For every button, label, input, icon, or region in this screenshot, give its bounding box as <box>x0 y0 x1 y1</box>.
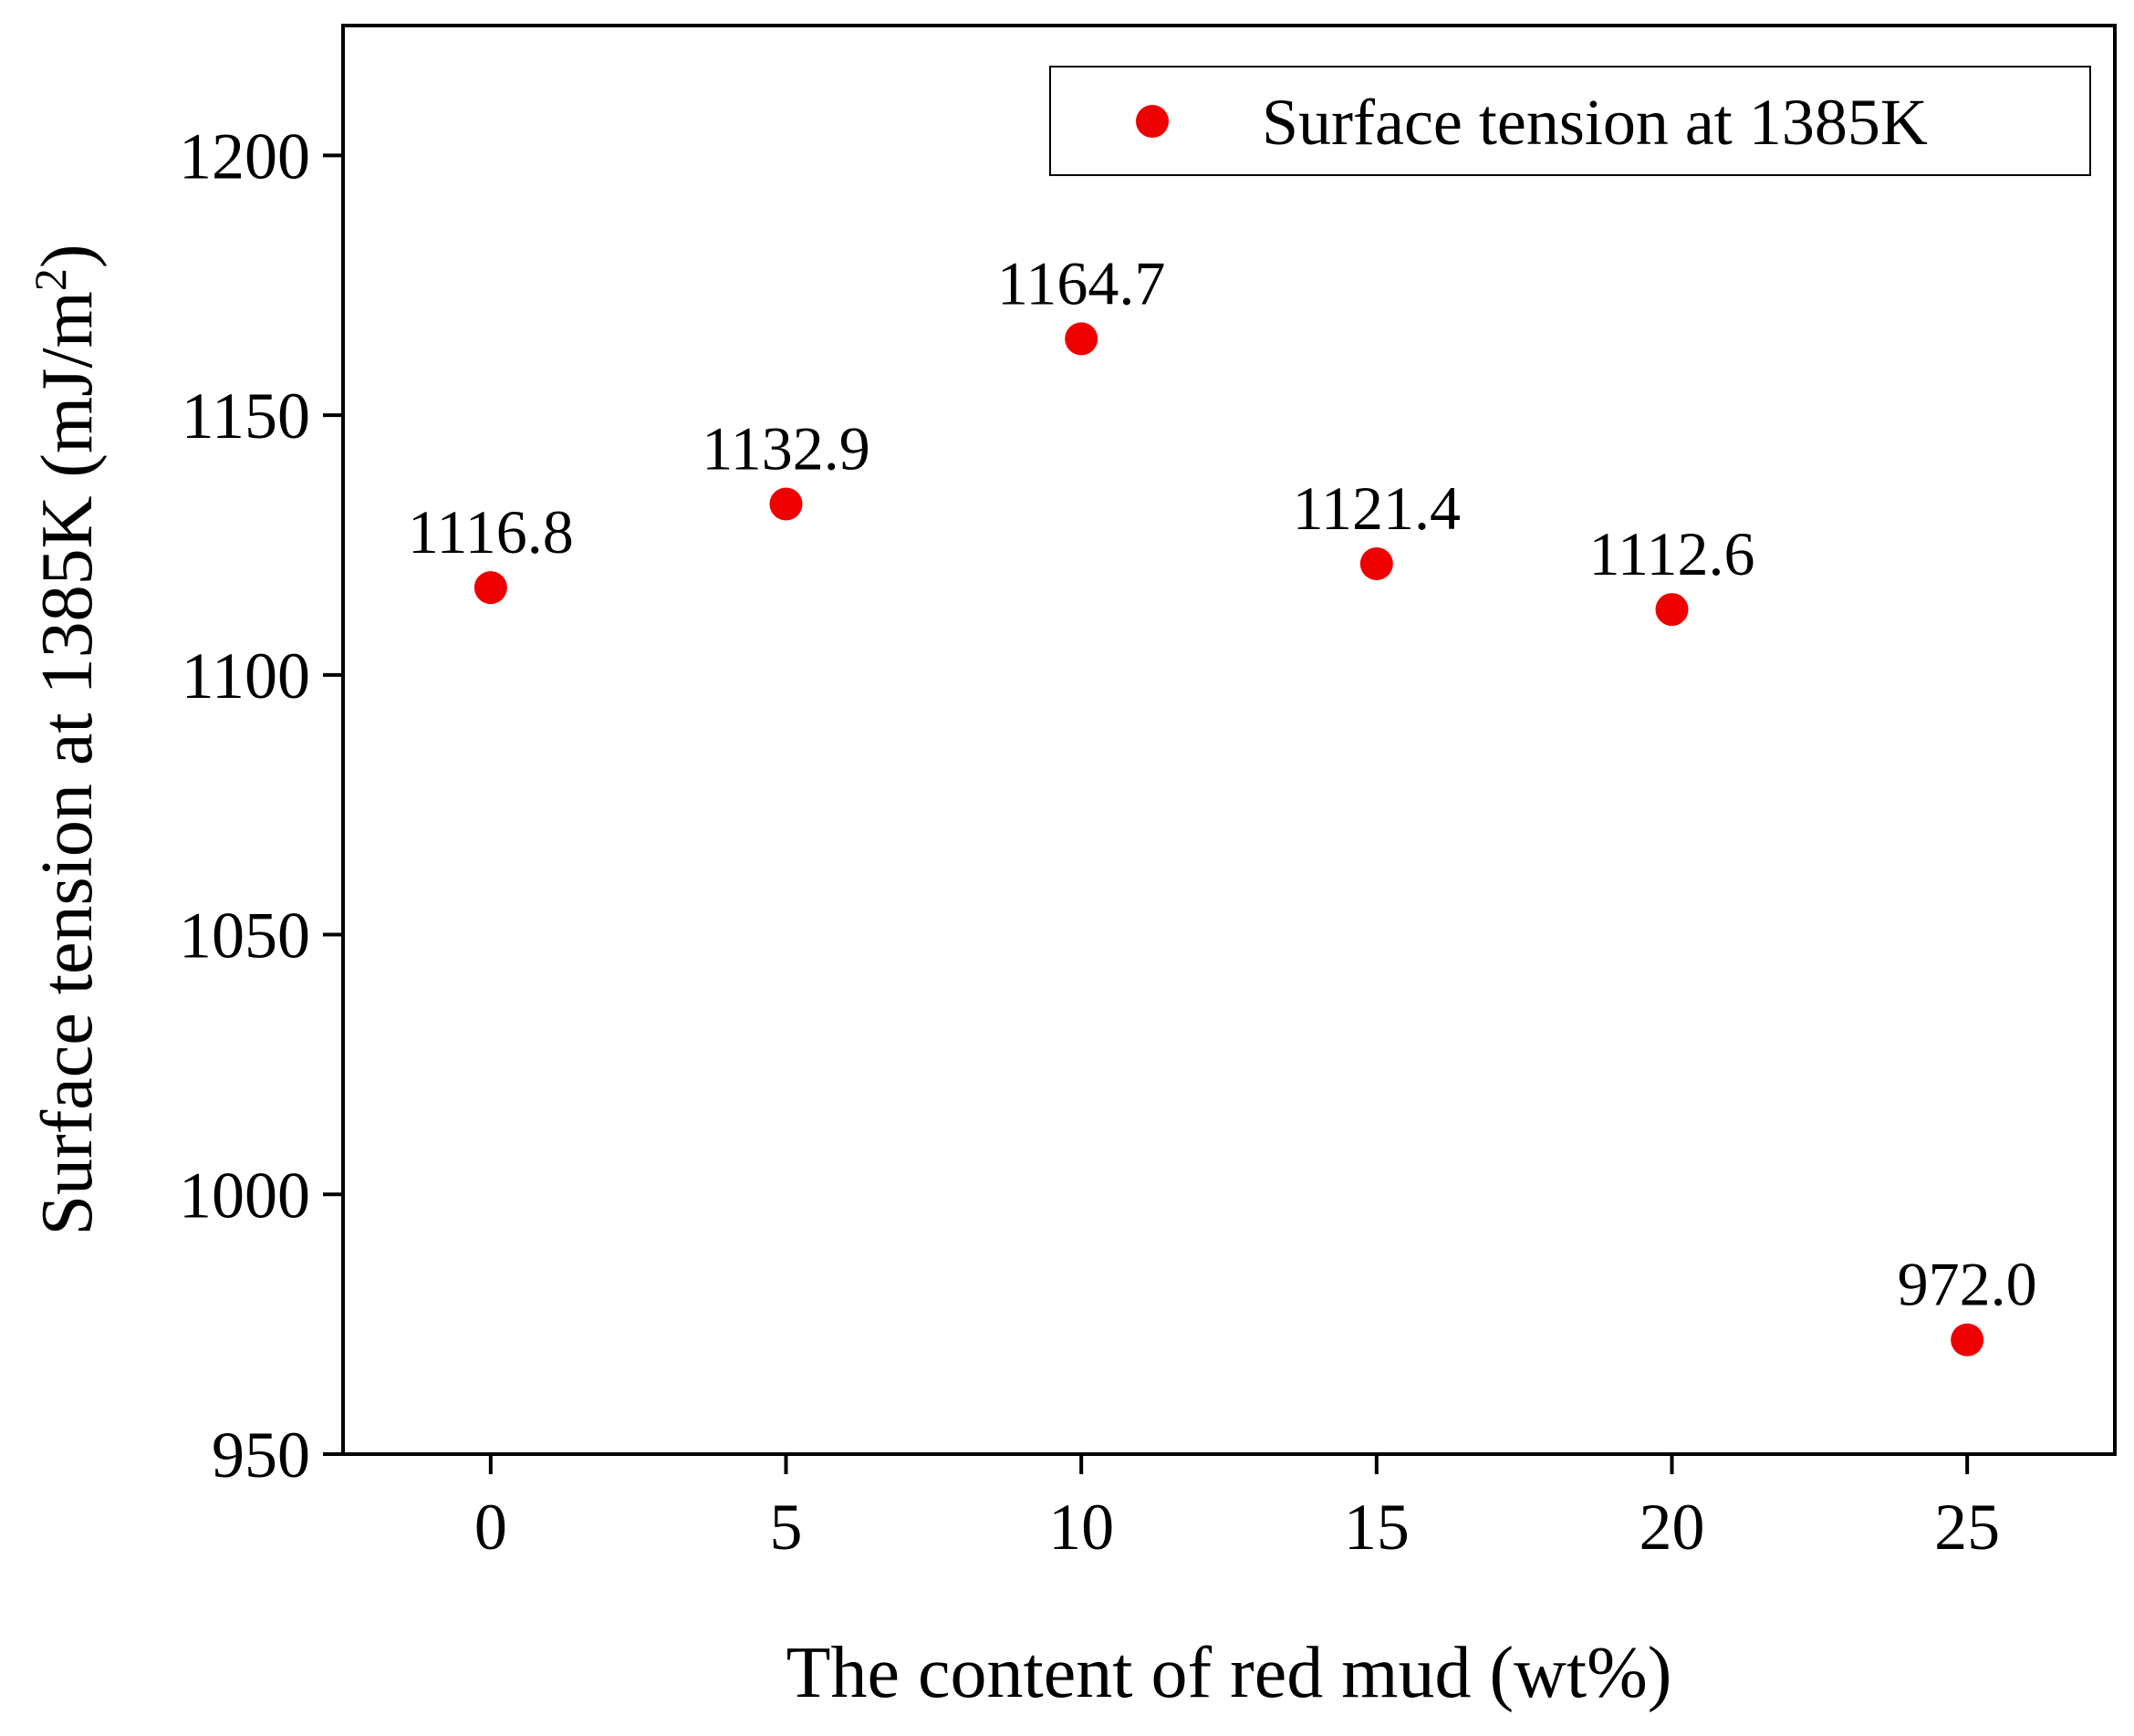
x-tick-label: 20 <box>1640 1491 1705 1564</box>
data-label: 972.0 <box>1898 1250 2037 1319</box>
data-points <box>474 322 1984 1357</box>
legend-marker <box>1136 105 1169 138</box>
y-axis-title-superscript: 2 <box>25 268 76 291</box>
data-label: 1121.4 <box>1293 473 1461 543</box>
data-point <box>1951 1323 1984 1357</box>
x-axis-ticks: 0 5 10 15 20 25 <box>474 1454 2000 1564</box>
data-point <box>769 487 803 521</box>
y-axis-title-main: Surface tension at 1385K (mJ/m <box>27 291 108 1235</box>
data-point <box>1359 546 1393 580</box>
data-label: 1116.8 <box>408 497 574 567</box>
data-label: 1112.6 <box>1589 519 1755 588</box>
x-axis-title: The content of red mud (wt%) <box>786 1633 1672 1713</box>
data-point <box>1065 322 1098 356</box>
legend: Surface tension at 1385K <box>1049 66 2091 176</box>
y-tick-label: 950 <box>212 1419 310 1492</box>
data-labels: 1116.8 1132.9 1164.7 1121.4 1112.6 972.0 <box>408 248 2037 1318</box>
y-axis-ticks: 950 1000 1050 1100 1150 1200 <box>179 120 343 1492</box>
data-label: 1132.9 <box>702 413 869 483</box>
x-tick-label: 25 <box>1934 1491 2000 1564</box>
y-axis-title: Surface tension at 1385K (mJ/m2) <box>25 244 108 1236</box>
data-point <box>1655 593 1689 627</box>
x-tick-label: 0 <box>474 1491 507 1564</box>
legend-box <box>1049 66 2091 176</box>
y-tick-label: 1000 <box>179 1159 310 1232</box>
y-tick-label: 1200 <box>179 120 310 192</box>
y-tick-label: 1050 <box>179 899 310 972</box>
data-label: 1164.7 <box>997 248 1165 317</box>
data-point <box>474 571 507 605</box>
plot-area-frame <box>341 24 2117 1456</box>
x-tick-label: 10 <box>1048 1491 1114 1564</box>
legend-label: Surface tension at 1385K <box>1262 86 1928 159</box>
x-tick-label: 15 <box>1344 1491 1410 1564</box>
y-tick-label: 1150 <box>182 379 310 452</box>
y-axis-title-close: ) <box>27 244 108 269</box>
y-tick-label: 1100 <box>182 639 310 712</box>
x-tick-label: 5 <box>770 1491 803 1564</box>
